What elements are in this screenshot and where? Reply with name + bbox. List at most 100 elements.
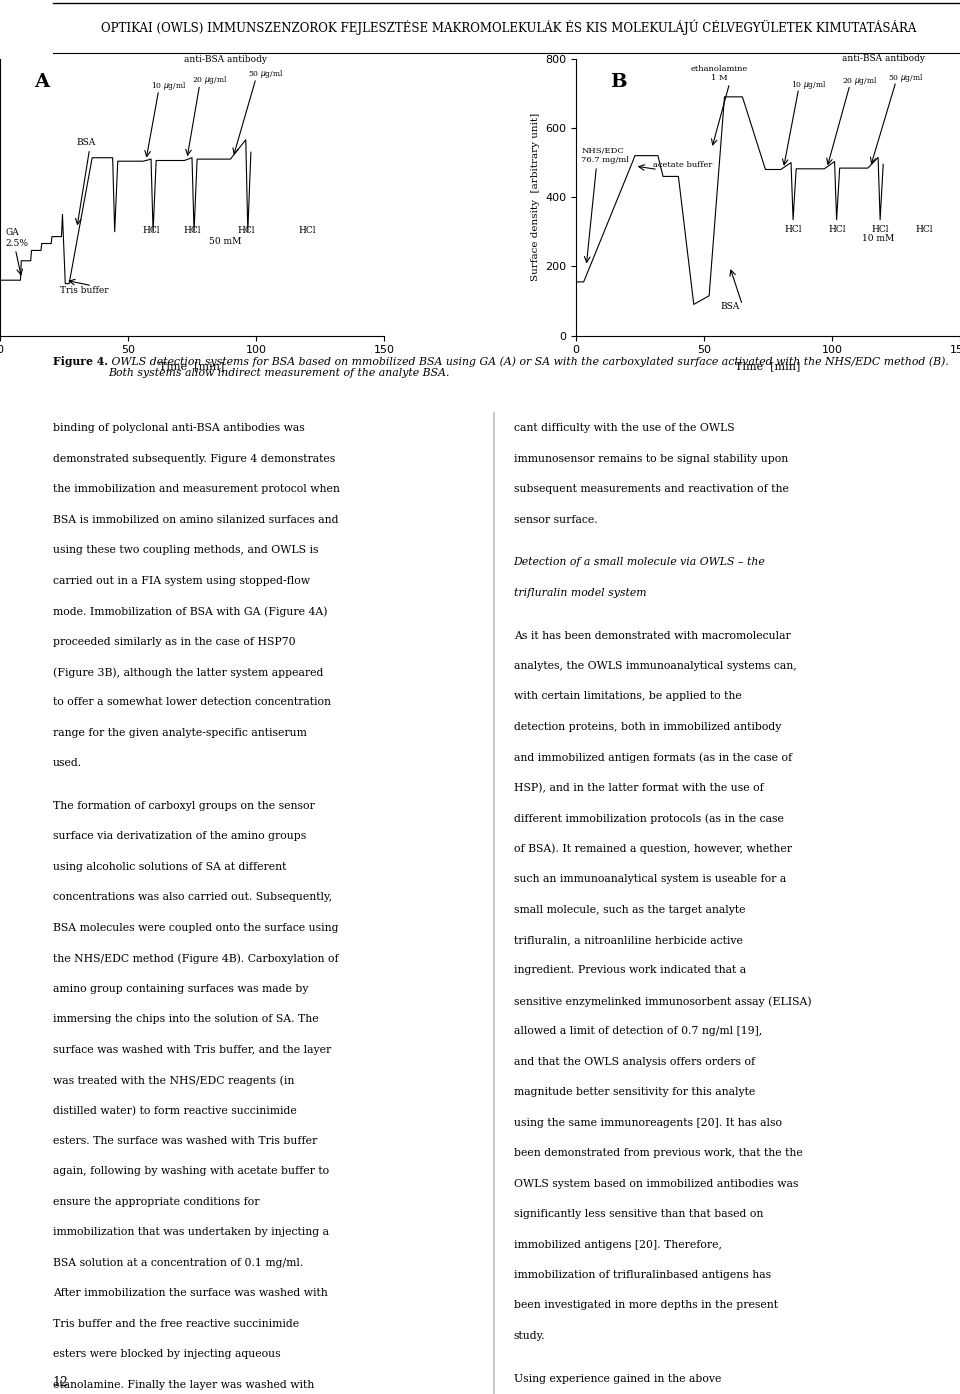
Text: immunosensor remains to be signal stability upon: immunosensor remains to be signal stabil…	[514, 454, 788, 464]
Text: proceeded similarly as in the case of HSP70: proceeded similarly as in the case of HS…	[53, 637, 296, 647]
Text: anti-BSA antibody: anti-BSA antibody	[183, 56, 267, 64]
Text: acetate buffer: acetate buffer	[653, 160, 712, 169]
Text: surface via derivatization of the amino groups: surface via derivatization of the amino …	[53, 831, 306, 842]
Text: 50 $\mu$g/ml: 50 $\mu$g/ml	[888, 72, 924, 84]
Text: sensor surface.: sensor surface.	[514, 514, 597, 524]
Text: trifluralin, a nitroanliline herbicide active: trifluralin, a nitroanliline herbicide a…	[514, 935, 742, 945]
Text: 10 $\mu$g/ml: 10 $\mu$g/ml	[151, 79, 187, 92]
Text: BSA solution at a concentration of 0.1 mg/ml.: BSA solution at a concentration of 0.1 m…	[53, 1257, 303, 1269]
Text: HCl: HCl	[828, 226, 846, 234]
Text: 12: 12	[53, 1376, 69, 1388]
Text: was treated with the NHS/EDC reagents (in: was treated with the NHS/EDC reagents (i…	[53, 1075, 294, 1086]
Text: HCl: HCl	[183, 226, 201, 236]
Text: OWLS detection systems for BSA based on mmobilized BSA using GA (A) or SA with t: OWLS detection systems for BSA based on …	[108, 357, 949, 378]
Text: significantly less sensitive than that based on: significantly less sensitive than that b…	[514, 1209, 763, 1220]
Text: 50 $\mu$g/ml: 50 $\mu$g/ml	[249, 68, 284, 79]
Text: analytes, the OWLS immunoanalytical systems can,: analytes, the OWLS immunoanalytical syst…	[514, 661, 797, 671]
Text: surface was washed with Tris buffer, and the layer: surface was washed with Tris buffer, and…	[53, 1044, 331, 1055]
Text: used.: used.	[53, 758, 82, 768]
Text: of BSA). It remained a question, however, whether: of BSA). It remained a question, however…	[514, 843, 792, 855]
Text: 20 $\mu$g/ml: 20 $\mu$g/ml	[842, 75, 878, 88]
Text: using the same immunoreagents [20]. It has also: using the same immunoreagents [20]. It h…	[514, 1118, 781, 1128]
Text: B: B	[611, 72, 627, 91]
Text: BSA is immobilized on amino silanized surfaces and: BSA is immobilized on amino silanized su…	[53, 514, 338, 524]
Text: ingredient. Previous work indicated that a: ingredient. Previous work indicated that…	[514, 966, 746, 976]
Text: Using experience gained in the above: Using experience gained in the above	[514, 1373, 721, 1384]
Text: the immobilization and measurement protocol when: the immobilization and measurement proto…	[53, 484, 340, 495]
Text: Detection of a small molecule via OWLS – the: Detection of a small molecule via OWLS –…	[514, 558, 765, 567]
Text: (Figure 3B), although the latter system appeared: (Figure 3B), although the latter system …	[53, 668, 324, 677]
Text: HCl: HCl	[142, 226, 159, 236]
Text: OWLS system based on immobilized antibodies was: OWLS system based on immobilized antibod…	[514, 1179, 798, 1189]
Text: mode. Immobilization of BSA with GA (Figure 4A): mode. Immobilization of BSA with GA (Fig…	[53, 606, 327, 616]
Text: ensure the appropriate conditions for: ensure the appropriate conditions for	[53, 1197, 259, 1207]
Text: binding of polyclonal anti-BSA antibodies was: binding of polyclonal anti-BSA antibodie…	[53, 424, 304, 434]
Text: 20 $\mu$g/ml: 20 $\mu$g/ml	[192, 74, 228, 86]
Text: HCl: HCl	[299, 226, 316, 236]
Text: HSP), and in the latter format with the use of: HSP), and in the latter format with the …	[514, 783, 763, 793]
Text: anti-BSA antibody: anti-BSA antibody	[842, 53, 924, 63]
Text: A: A	[16, 342, 27, 355]
Text: immersing the chips into the solution of SA. The: immersing the chips into the solution of…	[53, 1015, 319, 1025]
Text: 10 $\mu$g/ml: 10 $\mu$g/ml	[791, 79, 827, 91]
Text: Tris buffer: Tris buffer	[60, 286, 108, 294]
Text: ethanolamine
1 M: ethanolamine 1 M	[691, 66, 748, 82]
Text: BSA: BSA	[77, 138, 96, 148]
Text: I: I	[19, 488, 24, 502]
Text: HCl: HCl	[237, 226, 254, 236]
Text: detection proteins, both in immobilized antibody: detection proteins, both in immobilized …	[514, 722, 781, 732]
Text: amino group containing surfaces was made by: amino group containing surfaces was made…	[53, 984, 308, 994]
Y-axis label: Surface density  [arbitrary unit]: Surface density [arbitrary unit]	[531, 113, 540, 282]
X-axis label: Time  [min]: Time [min]	[159, 361, 225, 371]
Text: S: S	[17, 244, 26, 258]
Text: magnitude better sensitivity for this analyte: magnitude better sensitivity for this an…	[514, 1087, 755, 1097]
Text: esters were blocked by injecting aqueous: esters were blocked by injecting aqueous	[53, 1349, 280, 1359]
Text: study.: study.	[514, 1331, 545, 1341]
Text: HCl: HCl	[785, 226, 803, 234]
Text: small molecule, such as the target analyte: small molecule, such as the target analy…	[514, 905, 745, 914]
Text: The formation of carboxyl groups on the sensor: The formation of carboxyl groups on the …	[53, 802, 315, 811]
Text: OPTIKAI (OWLS) IMMUNSZENZOROK FEJLESZTÉSE MAKROMOLEKULÁK ÉS KIS MOLEKULÁJÚ CÉLVE: OPTIKAI (OWLS) IMMUNSZENZOROK FEJLESZTÉS…	[101, 20, 917, 35]
Text: NHS/EDC
76.7 mg/ml: NHS/EDC 76.7 mg/ml	[581, 148, 629, 164]
Text: sensitive enzymelinked immunosorbent assay (ELISA): sensitive enzymelinked immunosorbent ass…	[514, 995, 811, 1006]
Text: C: C	[17, 439, 26, 453]
Text: concentrations was also carried out. Subsequently,: concentrations was also carried out. Sub…	[53, 892, 332, 902]
Text: HCl: HCl	[916, 226, 933, 234]
Text: and immobilized antigen formats (as in the case of: and immobilized antigen formats (as in t…	[514, 753, 792, 763]
Text: etanolamine. Finally the layer was washed with: etanolamine. Finally the layer was washe…	[53, 1380, 314, 1390]
Text: cant difficulty with the use of the OWLS: cant difficulty with the use of the OWLS	[514, 424, 734, 434]
Text: different immobilization protocols (as in the case: different immobilization protocols (as i…	[514, 813, 783, 824]
Text: again, following by washing with acetate buffer to: again, following by washing with acetate…	[53, 1167, 329, 1177]
Text: K: K	[16, 537, 27, 551]
Text: and that the OWLS analysis offers orders of: and that the OWLS analysis offers orders…	[514, 1057, 755, 1066]
Text: subsequent measurements and reactivation of the: subsequent measurements and reactivation…	[514, 484, 788, 495]
Text: K: K	[16, 585, 27, 599]
Text: to offer a somewhat lower detection concentration: to offer a somewhat lower detection conc…	[53, 697, 331, 708]
Text: immobilized antigens [20]. Therefore,: immobilized antigens [20]. Therefore,	[514, 1239, 722, 1249]
Text: distilled water) to form reactive succinimide: distilled water) to form reactive succin…	[53, 1105, 297, 1115]
Text: trifluralin model system: trifluralin model system	[514, 588, 646, 598]
Text: GA
2.5%: GA 2.5%	[5, 229, 28, 248]
Text: been demonstrated from previous work, that the the: been demonstrated from previous work, th…	[514, 1149, 803, 1158]
Text: range for the given analyte-specific antiserum: range for the given analyte-specific ant…	[53, 728, 306, 737]
Text: After immobilization the surface was washed with: After immobilization the surface was was…	[53, 1288, 327, 1298]
Text: Figure 4.: Figure 4.	[53, 357, 108, 367]
Text: HCl: HCl	[872, 226, 889, 234]
Text: A: A	[35, 72, 50, 91]
X-axis label: Time  [min]: Time [min]	[735, 361, 801, 371]
Text: allowed a limit of detection of 0.7 ng/ml [19],: allowed a limit of detection of 0.7 ng/m…	[514, 1026, 762, 1036]
Text: such an immunoanalytical system is useable for a: such an immunoanalytical system is useab…	[514, 874, 786, 884]
Text: esters. The surface was washed with Tris buffer: esters. The surface was washed with Tris…	[53, 1136, 317, 1146]
Text: Z: Z	[17, 293, 26, 307]
Text: demonstrated subsequently. Figure 4 demonstrates: demonstrated subsequently. Figure 4 demo…	[53, 454, 335, 464]
Text: BSA molecules were coupled onto the surface using: BSA molecules were coupled onto the surf…	[53, 923, 338, 933]
Text: carried out in a FIA system using stopped-flow: carried out in a FIA system using stoppe…	[53, 576, 310, 585]
Text: with certain limitations, be applied to the: with certain limitations, be applied to …	[514, 691, 741, 701]
Text: immobilization of trifluralinbased antigens has: immobilization of trifluralinbased antig…	[514, 1270, 771, 1280]
Text: BSA: BSA	[720, 302, 739, 311]
Text: As it has been demonstrated with macromolecular: As it has been demonstrated with macromo…	[514, 630, 790, 640]
Text: the NHS/EDC method (Figure 4B). Carboxylation of: the NHS/EDC method (Figure 4B). Carboxyl…	[53, 953, 339, 963]
Text: using alcoholic solutions of SA at different: using alcoholic solutions of SA at diffe…	[53, 861, 286, 873]
Text: K: K	[16, 390, 27, 404]
Text: 10 mM: 10 mM	[862, 234, 894, 243]
